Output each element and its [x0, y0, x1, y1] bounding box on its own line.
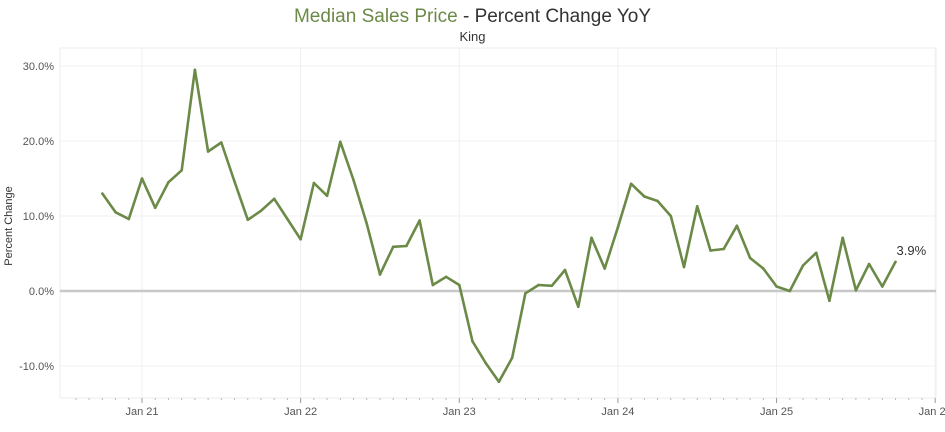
data-point [709, 249, 712, 252]
x-tick-label: Jan 24 [601, 406, 634, 418]
y-tick-label: 20.0% [23, 136, 54, 148]
data-point [894, 260, 897, 264]
data-point [722, 247, 725, 251]
x-tick-label: Jan 25 [760, 406, 793, 418]
data-point [193, 68, 197, 72]
data-point [259, 209, 263, 213]
data-point [312, 181, 316, 185]
data-point [788, 289, 792, 293]
data-point [114, 210, 117, 214]
data-point [444, 275, 448, 279]
data-point [167, 180, 170, 184]
data-point [101, 192, 104, 195]
y-axis-label: Percent Change [3, 186, 15, 266]
x-tick-label: Jan 23 [443, 406, 476, 418]
plot-area [59, 47, 937, 399]
data-point [616, 225, 620, 229]
data-point [153, 206, 157, 210]
data-point [656, 199, 659, 203]
data-point [775, 285, 778, 288]
data-point [643, 195, 646, 198]
chart-title: Median Sales Price - Percent Change YoY [0, 6, 945, 28]
y-tick-label: 30.0% [23, 61, 54, 73]
data-point [286, 217, 289, 221]
data-point [762, 267, 765, 270]
data-point [748, 256, 752, 260]
data-point [418, 219, 421, 222]
data-point [563, 268, 567, 272]
data-point [431, 283, 435, 287]
data-point [457, 283, 461, 287]
data-point [246, 218, 250, 222]
title-highlight: Median Sales Price [293, 6, 458, 27]
x-tick-label: Jan 26 [919, 406, 945, 418]
data-point [378, 273, 382, 276]
data-point [391, 245, 395, 249]
data-point [629, 182, 633, 186]
data-point [682, 265, 686, 269]
y-tick-label: -10.0% [19, 361, 54, 373]
data-point [603, 267, 606, 270]
data-point [339, 140, 342, 144]
data-point [537, 283, 540, 287]
title-rest: - Percent Change YoY [457, 6, 651, 27]
data-point [325, 194, 329, 198]
data-point [669, 214, 673, 218]
data-point [299, 237, 302, 241]
data-point [814, 251, 818, 255]
data-point [828, 299, 831, 303]
data-point [854, 288, 858, 292]
data-point [510, 356, 514, 360]
data-point [867, 262, 871, 266]
data-point [272, 197, 276, 201]
chart-subtitle: King [459, 29, 486, 44]
data-point [801, 264, 805, 267]
data-point [484, 361, 488, 365]
data-point [140, 177, 144, 180]
data-point [233, 180, 236, 183]
data-point [220, 141, 223, 144]
data-point [576, 305, 580, 309]
data-point [841, 236, 844, 240]
data-point [180, 168, 183, 172]
data-point [524, 291, 527, 295]
data-point [497, 380, 501, 384]
x-tick-label: Jan 22 [284, 406, 317, 418]
x-tick-label: Jan 21 [125, 406, 158, 418]
data-point [550, 284, 554, 288]
data-point [695, 204, 699, 208]
data-point [365, 222, 369, 225]
data-point [127, 217, 131, 221]
data-point [471, 339, 474, 343]
y-tick-label: 0.0% [29, 286, 54, 298]
last-value-label: 3.9% [897, 243, 927, 258]
data-point [881, 285, 884, 288]
data-point [735, 224, 739, 228]
data-point [405, 244, 408, 248]
y-tick-label: 10.0% [23, 211, 54, 223]
data-point [590, 236, 593, 240]
data-point [206, 150, 210, 153]
data-point [352, 178, 355, 182]
